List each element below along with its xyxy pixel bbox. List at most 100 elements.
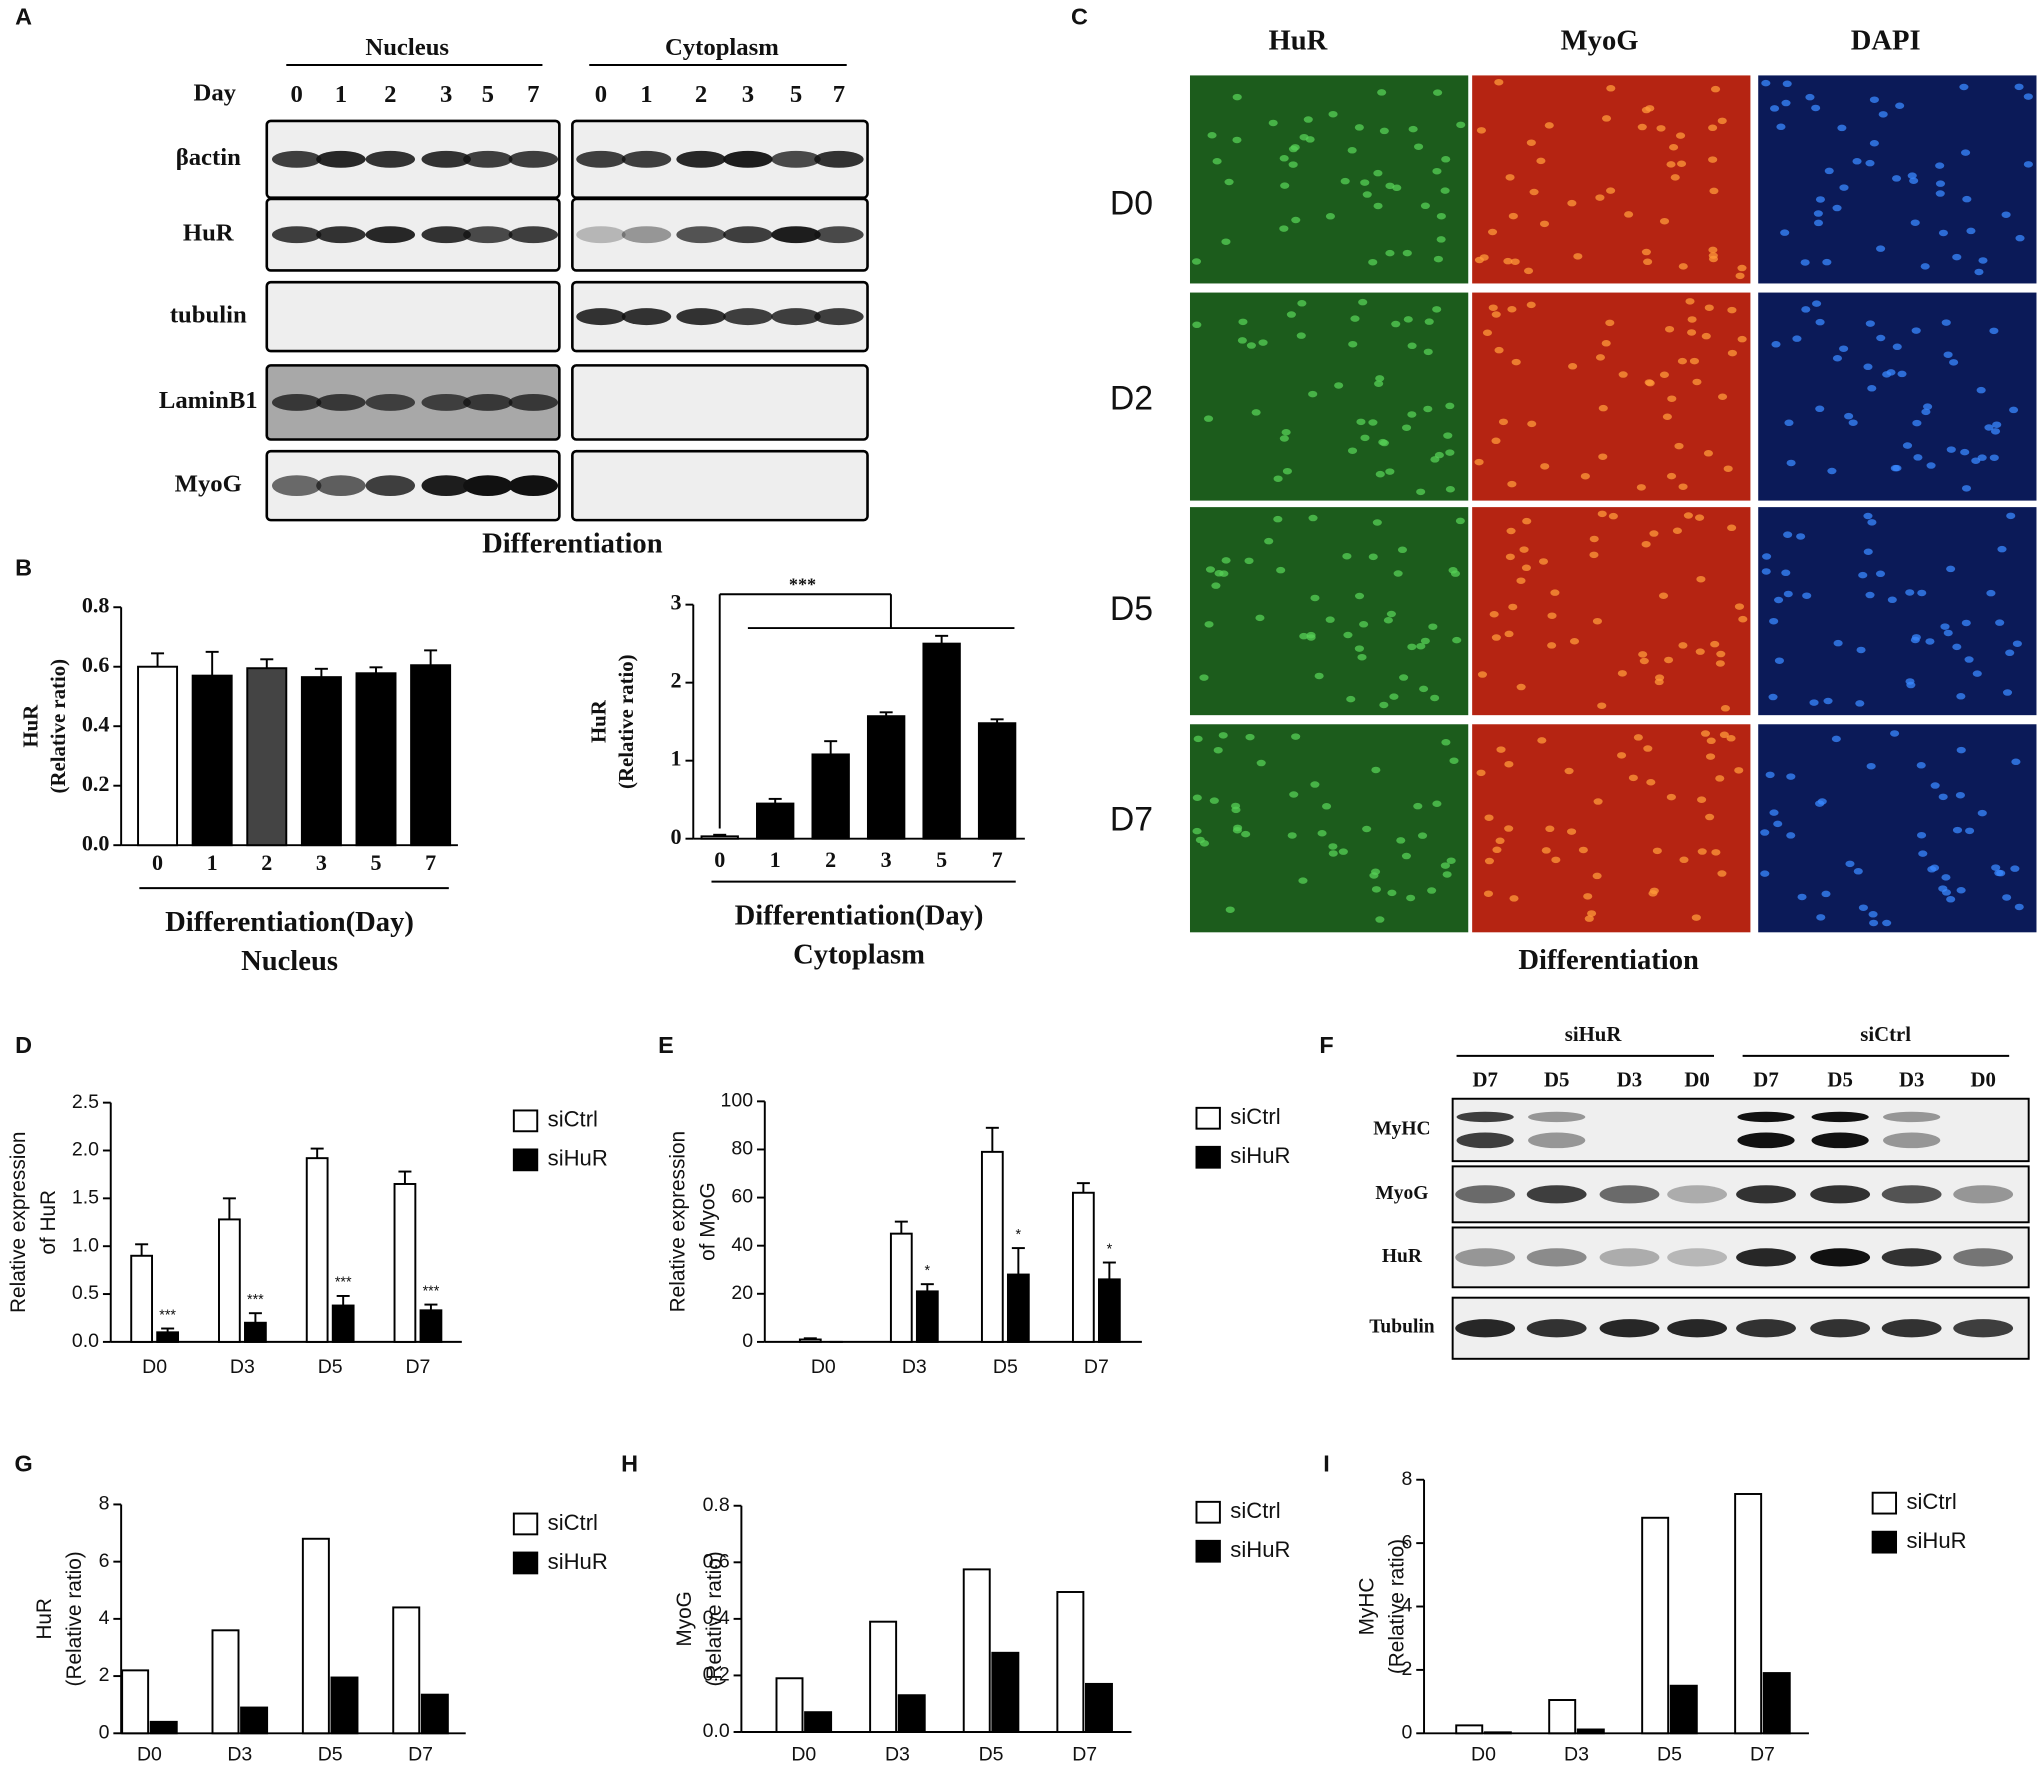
row-label: D2	[1110, 379, 1153, 417]
axis-label: Differentiation	[1518, 945, 1699, 976]
cell	[1287, 832, 1297, 839]
cell	[1665, 325, 1675, 333]
cell	[1379, 701, 1389, 709]
bar	[1734, 1493, 1763, 1735]
bar	[419, 1309, 443, 1343]
cell	[1503, 257, 1513, 265]
bar	[756, 802, 795, 840]
lane-label: 7	[833, 81, 845, 108]
cell	[1930, 782, 1940, 789]
lane-label: 2	[695, 81, 707, 108]
bar	[410, 664, 452, 847]
y-tick-label: 8	[99, 1493, 110, 1515]
cell	[1551, 856, 1561, 864]
cell	[1328, 843, 1338, 850]
cell	[1882, 919, 1892, 927]
cell	[1547, 642, 1557, 649]
cell	[1815, 196, 1826, 203]
cell	[1372, 519, 1382, 526]
cell	[1956, 746, 1966, 754]
cell	[1244, 557, 1254, 565]
cell	[1824, 167, 1834, 175]
cell	[1961, 149, 1971, 156]
blot-band	[1881, 1248, 1942, 1267]
cell	[1279, 435, 1289, 442]
cell	[1606, 85, 1616, 92]
x-tick-label: D7	[405, 1356, 430, 1378]
cell	[1452, 636, 1462, 644]
bar	[798, 1338, 822, 1343]
cell	[1700, 730, 1711, 737]
error-bar	[1076, 1182, 1090, 1193]
blot-band	[463, 393, 513, 411]
cell	[1385, 468, 1395, 475]
cell	[1491, 634, 1501, 641]
cell	[1564, 767, 1574, 775]
blot-band	[1528, 1111, 1586, 1123]
blot-band	[316, 475, 366, 497]
cell	[1568, 363, 1578, 370]
cell	[1717, 870, 1727, 877]
cell	[1192, 794, 1202, 802]
day-label: Day	[194, 80, 237, 107]
cell	[1876, 334, 1886, 342]
cell	[1583, 893, 1593, 900]
cell	[1813, 219, 1824, 227]
blot-band	[1953, 1185, 2014, 1204]
cell	[1402, 249, 1412, 257]
cell	[1708, 124, 1718, 132]
cell	[1356, 418, 1366, 426]
cell	[1482, 329, 1493, 337]
cell	[1308, 514, 1318, 522]
cell	[1769, 617, 1779, 625]
cell	[1281, 429, 1291, 436]
y-axis-label: (Relative ratio)	[63, 1551, 86, 1686]
cell	[1917, 589, 1927, 597]
cell	[1506, 527, 1516, 535]
cell	[1923, 403, 1933, 410]
lane-label: 1	[335, 81, 347, 108]
cell	[1286, 311, 1296, 318]
cell	[1868, 911, 1878, 918]
cell	[1430, 694, 1440, 702]
cell	[1636, 484, 1646, 491]
cell	[1442, 871, 1452, 878]
cell	[1796, 533, 1806, 540]
cell	[1910, 219, 1920, 226]
cell	[1487, 228, 1498, 236]
y-axis-label: HuR	[19, 704, 42, 748]
cell	[1279, 155, 1289, 162]
blot-band	[365, 150, 416, 168]
cell	[1867, 519, 1877, 526]
x-tick-label: 1	[207, 850, 218, 875]
cell	[1823, 697, 1833, 705]
cell	[1445, 486, 1455, 493]
cell	[1695, 514, 1705, 521]
cell	[1853, 868, 1863, 875]
cell	[1962, 195, 1972, 203]
cell	[1815, 405, 1825, 413]
cell	[1865, 591, 1875, 599]
blot-band	[621, 150, 672, 168]
x-tick-label: 2	[825, 847, 836, 872]
cell	[1701, 332, 1711, 340]
blot-frame	[265, 280, 561, 353]
panel-label: C	[1071, 3, 1088, 29]
cell	[1765, 771, 1775, 779]
lane-label: 5	[482, 81, 494, 108]
cell	[1511, 358, 1521, 366]
blot-band	[1526, 1319, 1587, 1338]
cell	[1504, 825, 1514, 832]
cell	[1708, 156, 1718, 163]
cell	[1204, 621, 1214, 628]
error-bar	[990, 718, 1004, 724]
x-tick-label: D3	[902, 1356, 927, 1378]
cell	[1199, 674, 1209, 681]
y-axis-label: (Relative ratio)	[615, 654, 638, 789]
cell	[1817, 798, 1827, 805]
blot-frame	[571, 364, 869, 441]
cell	[1783, 531, 1793, 538]
cell	[1649, 887, 1659, 895]
cell	[1578, 846, 1588, 854]
cell	[1737, 264, 1747, 272]
